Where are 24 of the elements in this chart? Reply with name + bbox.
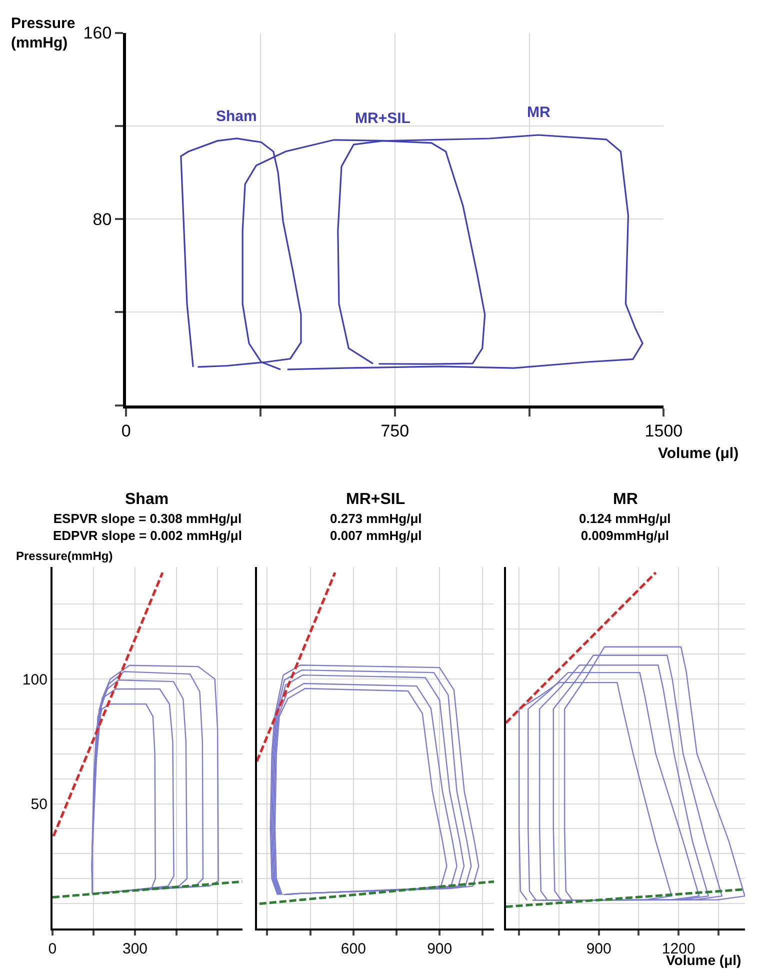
chart-title: MR+SIL	[346, 491, 406, 508]
y-axis-title: Pressure(mmHg)	[16, 549, 113, 563]
x-tick-label: 900	[586, 940, 612, 958]
y-tick-label: 50	[30, 796, 48, 814]
x-tick-label: 750	[380, 422, 410, 441]
x-tick-label: 0	[48, 940, 57, 958]
y-tick-label: 100	[22, 671, 48, 688]
chart-subtitle: ESPVR slope = 0.308 mmHg/μl EDPVR slope = 0.002 mmHg/μl	[53, 511, 242, 543]
chart-subtitle: 0.273 mmHg/μl 0.007 mmHg/μl	[330, 511, 422, 543]
x-tick-label: 900	[427, 940, 452, 958]
y-tick-label: 80	[92, 210, 112, 229]
chart-title: Sham	[125, 491, 169, 508]
x-tick-label: 1500	[644, 422, 683, 441]
series-label: MR+SIL	[355, 110, 410, 127]
chart-subtitle: 0.124 mmHg/μl 0.009mmHg/μl	[579, 511, 671, 543]
y-axis-title: Pressure (mmHg)	[11, 15, 76, 52]
series-label: MR	[527, 104, 550, 121]
x-tick-label: 300	[122, 940, 148, 958]
x-axis-title: Volume (μl)	[658, 445, 739, 462]
x-tick-label: 0	[121, 422, 131, 441]
x-tick-label: 600	[340, 940, 366, 958]
chart-title: MR	[613, 491, 638, 508]
y-tick-label: 160	[83, 24, 112, 43]
series-label: Sham	[216, 108, 257, 125]
